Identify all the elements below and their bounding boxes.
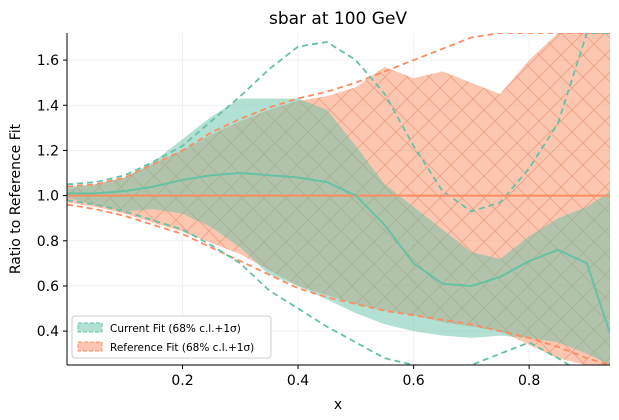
legend-swatch-reference bbox=[77, 341, 103, 352]
reference-outer-lower-line bbox=[67, 203, 610, 365]
legend-swatch-current bbox=[77, 322, 103, 333]
y-axis-label: Ratio to Reference Fit bbox=[8, 123, 24, 274]
current-band bbox=[67, 98, 610, 365]
reference-outer-upper-line bbox=[67, 33, 610, 188]
y-tick-label-4: 1.2 bbox=[37, 143, 59, 159]
legend-label-reference: Reference Fit (68% c.l.+1σ) bbox=[110, 342, 254, 354]
y-tick-label-6: 1.6 bbox=[37, 53, 59, 69]
legend-entry-current: Current Fit (68% c.l.+1σ) bbox=[77, 322, 241, 335]
bands bbox=[67, 33, 610, 365]
x-tick-label-0: 0.2 bbox=[171, 373, 193, 389]
x-tick-label-2: 0.6 bbox=[402, 373, 424, 389]
y-tick-label-1: 0.6 bbox=[37, 279, 59, 295]
ticks: 0.2 0.4 0.6 0.8 0.4 0.6 0.8 1.0 1.2 1.4 1.6 bbox=[37, 53, 541, 389]
current-central-line bbox=[67, 171, 610, 334]
legend-label-current: Current Fit (68% c.l.+1σ) bbox=[110, 323, 241, 335]
legend-entry-reference: Reference Fit (68% c.l.+1σ) bbox=[77, 341, 254, 354]
lines bbox=[67, 33, 610, 365]
axes bbox=[66, 33, 610, 366]
current-outer-lower-line bbox=[67, 199, 571, 365]
y-tick-label-2: 0.8 bbox=[37, 234, 59, 250]
chart-title: sbar at 100 GeV bbox=[269, 9, 407, 29]
x-tick-label-1: 0.4 bbox=[287, 373, 309, 389]
y-tick-label-3: 1.0 bbox=[37, 189, 59, 205]
x-tick-label-3: 0.8 bbox=[518, 373, 540, 389]
y-tick-label-5: 1.4 bbox=[37, 98, 59, 114]
current-outer-upper-line bbox=[67, 33, 610, 213]
y-tick-label-0: 0.4 bbox=[37, 324, 59, 340]
x-axis-label: x bbox=[334, 397, 342, 413]
legend: Current Fit (68% c.l.+1σ) Reference Fit … bbox=[71, 315, 272, 359]
